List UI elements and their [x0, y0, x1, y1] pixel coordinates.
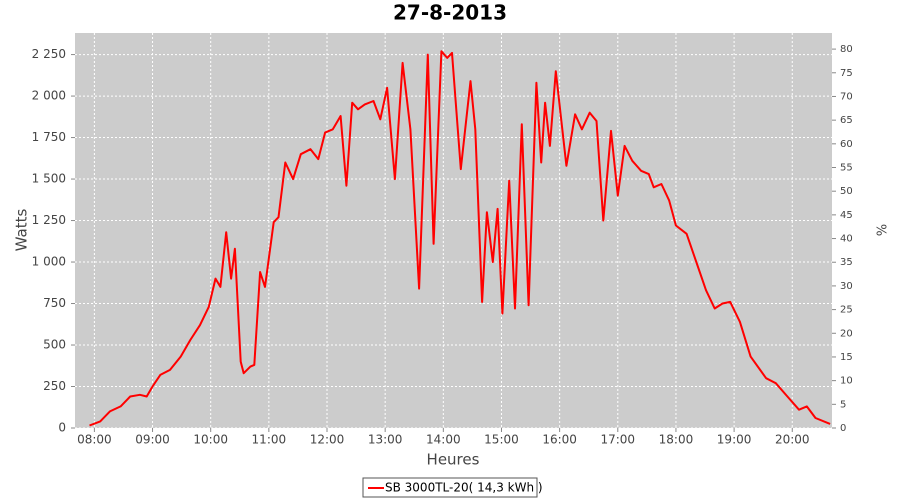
y2-tick-label: 15 — [840, 352, 853, 363]
y2-tick-label: 30 — [840, 281, 853, 292]
x-tick-label: 17:00 — [600, 433, 635, 447]
y-tick-label: 2 250 — [32, 47, 66, 61]
line — [89, 50, 831, 427]
legend-box — [362, 477, 538, 498]
y-tick-label: 1 500 — [32, 172, 66, 186]
x-tick-label: 16:00 — [542, 433, 577, 447]
x-tick-label: 11:00 — [252, 433, 287, 447]
x-tick-label: 14:00 — [426, 433, 461, 447]
y-tick-label: 0 — [58, 421, 66, 435]
y-tick-label: 500 — [43, 338, 66, 352]
x-tick-label: 13:00 — [368, 433, 403, 447]
y2-tick-label: 50 — [840, 186, 853, 197]
y2-tick-label: 0 — [840, 423, 846, 434]
y2-tick-label: 75 — [840, 68, 853, 79]
y-tick-label: 250 — [43, 379, 66, 393]
chart-title: 27-8-2013 — [393, 1, 507, 25]
y-tick-label: 1 250 — [32, 213, 66, 227]
y2-tick-label: 65 — [840, 115, 853, 126]
y2-tick-label: 20 — [840, 328, 853, 339]
legend-label: SB 3000TL-20( 14,3 kWh ) — [385, 481, 543, 495]
y-tick-label: 2 000 — [32, 89, 66, 103]
x-tick-label: 08:00 — [77, 433, 112, 447]
y-tick-label: 1 000 — [32, 255, 66, 269]
x-axis-label: Heures — [427, 451, 480, 469]
plot-area — [75, 33, 832, 428]
y-tick-label: 1 750 — [32, 130, 66, 144]
y2-tick-label: 70 — [840, 91, 853, 102]
x-tick-label: 20:00 — [775, 433, 810, 447]
x-tick-label: 19:00 — [717, 433, 752, 447]
x-tick-label: 12:00 — [310, 433, 345, 447]
x-tick-label: 10:00 — [193, 433, 228, 447]
y2-tick-label: 45 — [840, 210, 853, 221]
y2-axis-label: % — [873, 224, 888, 236]
y2-tick-label: 55 — [840, 163, 853, 174]
y2-tick-label: 10 — [840, 376, 853, 387]
y-axis-label: Watts — [13, 209, 31, 252]
y2-tick-label: 40 — [840, 234, 853, 245]
y2-tick-label: 25 — [840, 305, 853, 316]
y2-tick-label: 60 — [840, 139, 853, 150]
y-tick-label: 750 — [43, 296, 66, 310]
x-tick-label: 18:00 — [659, 433, 694, 447]
y2-tick-label: 5 — [840, 399, 846, 410]
y2-tick-label: 80 — [840, 44, 853, 55]
x-tick-label: 09:00 — [135, 433, 170, 447]
y2-tick-label: 35 — [840, 257, 853, 268]
x-tick-label: 15:00 — [484, 433, 519, 447]
